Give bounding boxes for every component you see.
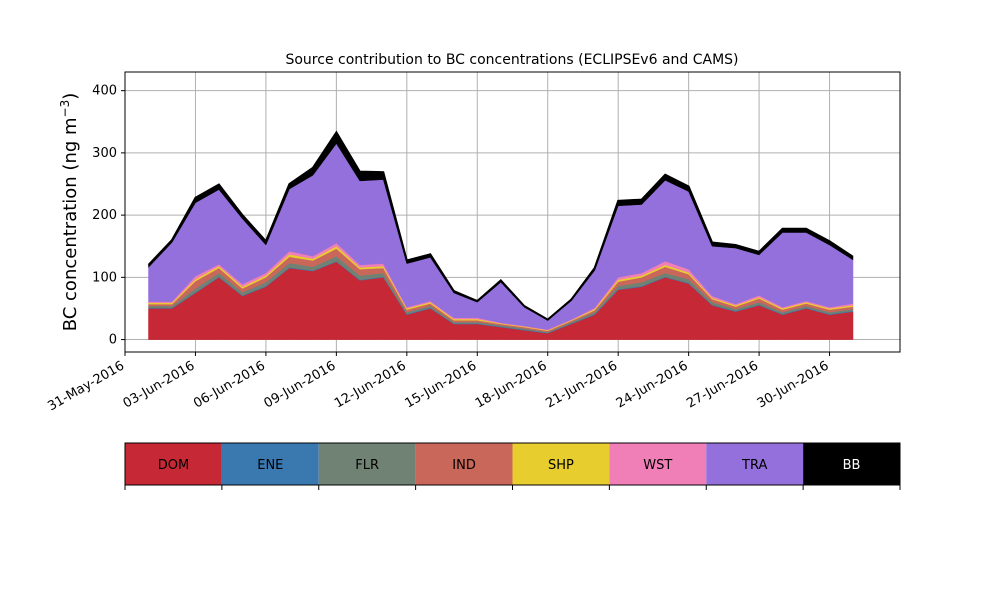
y-tick-label: 300 xyxy=(92,146,117,161)
x-tick-label: 06-Jun-2016 xyxy=(191,358,268,411)
legend-swatch-bb xyxy=(803,443,900,485)
legend-label: SHP xyxy=(548,458,574,473)
legend-swatch-dom xyxy=(125,443,222,485)
x-tick-label: 15-Jun-2016 xyxy=(402,358,479,411)
y-axis-label: BC concentration (ng m−3) xyxy=(58,93,81,332)
x-tick-label: 09-Jun-2016 xyxy=(262,358,339,411)
stacked-area-layer xyxy=(148,131,854,340)
legend-label: TRA xyxy=(741,458,767,473)
x-axis-ticks: 31-May-201603-Jun-201606-Jun-201609-Jun-… xyxy=(45,352,832,414)
legend-label: ENE xyxy=(257,458,283,473)
legend-swatch-shp xyxy=(512,443,610,485)
y-axis-label-sup: −3 xyxy=(58,100,72,118)
x-tick-label: 31-May-2016 xyxy=(45,358,127,414)
y-axis-label-close: ) xyxy=(60,93,81,100)
plot-frame xyxy=(124,71,901,353)
chart-title: Source contribution to BC concentrations… xyxy=(285,52,738,68)
legend-swatch-wst xyxy=(609,443,707,485)
total-line-layer xyxy=(147,130,854,321)
x-tick-label: 03-Jun-2016 xyxy=(121,358,198,411)
y-axis-ticks: 0 100 200 300 400 xyxy=(92,84,125,348)
x-tick-label: 21-Jun-2016 xyxy=(543,358,620,411)
legend-label: FLR xyxy=(355,458,379,473)
legend-label: DOM xyxy=(158,458,189,473)
y-tick-label: 0 xyxy=(109,333,117,348)
legend-colorbar: DOM ENE FLR IND SHP WST TRA BB xyxy=(124,442,901,490)
total-line xyxy=(147,130,854,321)
legend-swatch-ene xyxy=(221,443,319,485)
legend-swatch-flr xyxy=(318,443,416,485)
x-tick-label: 18-Jun-2016 xyxy=(473,358,550,411)
y-tick-label: 100 xyxy=(92,270,117,285)
legend-swatch-tra xyxy=(706,443,804,485)
legend-label: IND xyxy=(452,458,476,473)
x-tick-label: 24-Jun-2016 xyxy=(614,358,691,411)
y-axis-label-main: BC concentration (ng m xyxy=(60,117,81,331)
legend-swatch-ind xyxy=(415,443,513,485)
y-tick-label: 200 xyxy=(92,208,117,223)
x-tick-label: 30-Jun-2016 xyxy=(755,358,832,411)
legend-label: WST xyxy=(643,458,672,473)
x-tick-label: 12-Jun-2016 xyxy=(332,358,409,411)
y-tick-label: 400 xyxy=(92,84,117,99)
x-tick-label: 27-Jun-2016 xyxy=(684,358,761,411)
legend-label: BB xyxy=(843,458,861,473)
